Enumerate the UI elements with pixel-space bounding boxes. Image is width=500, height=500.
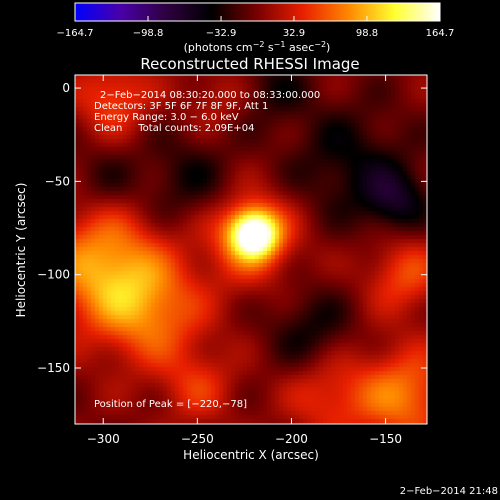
colorbar-tick-label: −164.7 <box>56 28 93 39</box>
annotation-block: 2−Feb−2014 08:30:20.000 to 08:33:00.000 … <box>94 90 320 134</box>
colorbar-units: (photons cm−2 s−1 asec−2) <box>184 40 331 54</box>
colorbar-ticks: −164.7 −98.8 −32.9 32.9 98.8 164.7 <box>56 16 454 39</box>
y-tick-label: 0 <box>62 81 70 95</box>
plot-frame <box>74 74 428 425</box>
heatmap-image <box>75 75 427 424</box>
annotation-energy-range: Energy Range: 3.0 − 6.0 keV <box>94 112 239 123</box>
chart-title: Reconstructed RHESSI Image <box>140 55 359 73</box>
y-axis: 0 −50 −100 −150 <box>37 81 427 375</box>
y-tick-label: −100 <box>37 268 70 282</box>
footer-timestamp: 2−Feb−2014 21:48 <box>400 486 498 497</box>
x-tick-label: −200 <box>275 432 308 446</box>
annotation-clean-counts: Clean Total counts: 2.09E+04 <box>94 123 254 134</box>
x-axis-label: Heliocentric X (arcsec) <box>183 448 319 462</box>
colorbar-tick-label: −98.8 <box>133 28 164 39</box>
x-tick-label: −250 <box>181 432 214 446</box>
colorbar-tick-label: 98.8 <box>356 28 378 39</box>
y-tick-label: −150 <box>37 361 70 375</box>
x-tick-label: −300 <box>87 432 120 446</box>
x-axis: −300 −250 −200 −150 <box>87 75 402 446</box>
plot-area <box>74 74 428 425</box>
colorbar-tick-label: −32.9 <box>206 28 237 39</box>
peak-position-label: Position of Peak = [−220,−78] <box>94 399 247 410</box>
x-tick-label: −150 <box>369 432 402 446</box>
colorbar: −164.7 −98.8 −32.9 32.9 98.8 164.7 (photons c… <box>56 2 454 54</box>
y-axis-label: Heliocentric Y (arcsec) <box>14 183 28 318</box>
annotation-detectors: Detectors: 3F 5F 6F 7F 8F 9F, Att 1 <box>94 101 268 112</box>
annotation-time-range: 2−Feb−2014 08:30:20.000 to 08:33:00.000 <box>100 90 320 101</box>
colorbar-tick-label: 164.7 <box>426 28 455 39</box>
y-tick-label: −50 <box>45 174 70 188</box>
colorbar-fill <box>74 2 441 22</box>
colorbar-tick-label: 32.9 <box>283 28 305 39</box>
